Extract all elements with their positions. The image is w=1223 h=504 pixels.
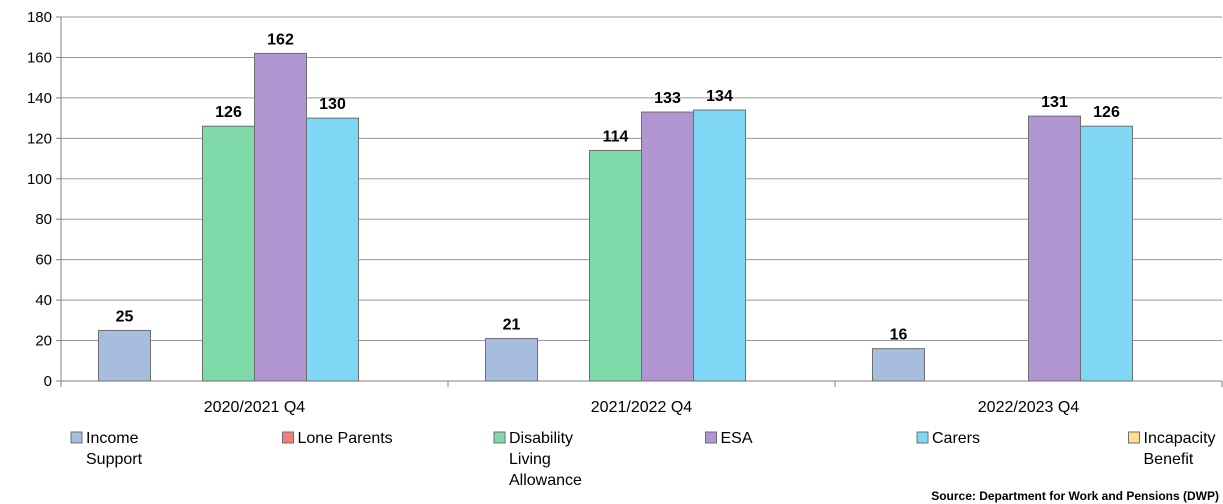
data-label: 25 <box>116 308 134 325</box>
legend-swatch <box>1128 431 1140 444</box>
y-tick-label: 100 <box>27 171 52 188</box>
source-note: Source: Department for Work and Pensions… <box>931 489 1219 503</box>
y-tick-label: 120 <box>27 130 52 147</box>
bar <box>641 111 694 382</box>
axes: 0 20 40 60 80 100 120 140 160 180 2020/2021 Q4 2021… <box>27 9 1223 416</box>
data-label: 126 <box>1093 104 1120 121</box>
y-tick-label: 60 <box>35 252 52 269</box>
bar <box>589 149 642 382</box>
legend-swatch <box>70 431 83 444</box>
legend-label: Incapacity Benefit <box>1144 430 1216 468</box>
legend-label: Disability Living Allowance <box>509 430 582 489</box>
bar <box>202 125 255 382</box>
data-label: 134 <box>706 88 733 105</box>
bar <box>693 109 746 382</box>
category-label: 2022/2023 Q4 <box>978 399 1080 416</box>
bar <box>872 348 925 382</box>
bar <box>1080 125 1133 382</box>
category-label: 2020/2021 Q4 <box>204 399 306 416</box>
y-tick-label: 140 <box>27 90 52 107</box>
data-label: 131 <box>1041 94 1068 111</box>
bar <box>98 329 151 382</box>
y-tick-label: 0 <box>44 373 52 390</box>
legend-swatch <box>493 431 506 444</box>
y-tick-label: 20 <box>35 333 52 350</box>
legend-swatch <box>916 431 929 444</box>
data-label: 162 <box>267 31 294 48</box>
legend: Income Support Lone Parents Disability Livin… <box>70 430 1216 489</box>
legend-label: ESA <box>721 430 753 447</box>
bar <box>254 52 307 382</box>
bar <box>306 117 359 382</box>
legend-swatch <box>282 431 294 444</box>
data-label: 114 <box>603 128 629 145</box>
y-tick-label: 80 <box>35 211 52 228</box>
data-label: 21 <box>503 317 521 334</box>
legend-swatch <box>705 431 717 444</box>
data-label: 16 <box>890 327 908 344</box>
y-tick-label: 40 <box>35 292 52 309</box>
data-labels: 25 126 162 130 21 114 133 134 16 131 126 <box>116 31 1120 343</box>
y-tick-label: 180 <box>27 9 52 26</box>
legend-label: Income Support <box>86 430 143 468</box>
legend-label: Lone Parents <box>298 430 393 447</box>
data-label: 126 <box>215 104 242 121</box>
bar <box>1028 115 1081 382</box>
bar <box>485 338 538 382</box>
y-tick-label: 160 <box>27 49 52 66</box>
category-label: 2021/2022 Q4 <box>591 399 693 416</box>
data-label: 133 <box>654 90 681 107</box>
data-label: 130 <box>319 96 346 113</box>
bars <box>98 52 1133 382</box>
legend-label: Carers <box>932 430 980 447</box>
